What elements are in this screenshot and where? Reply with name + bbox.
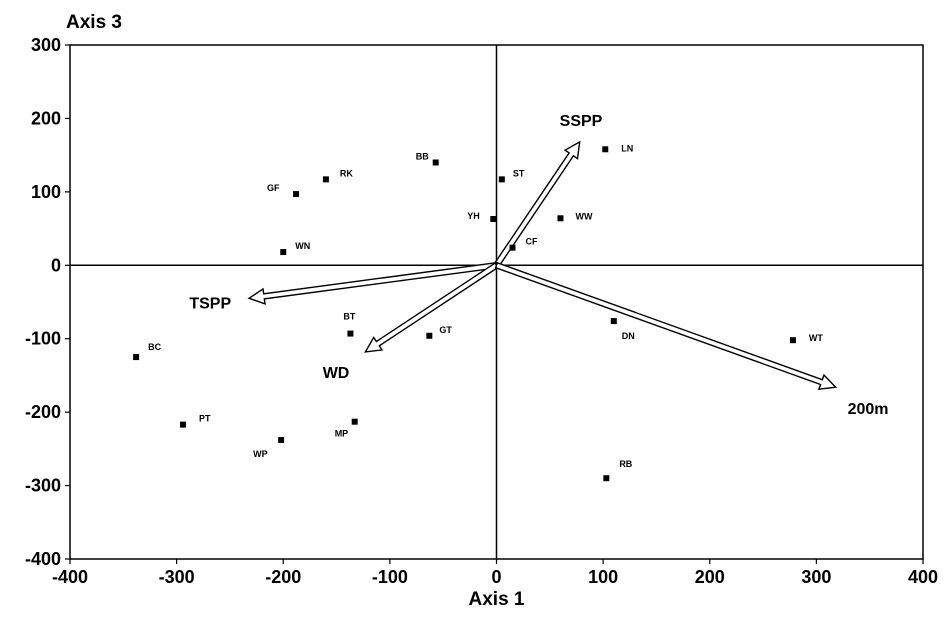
point-rk xyxy=(322,176,329,183)
vectors: SSPP TSPP WD 200m xyxy=(189,113,888,418)
point-wn xyxy=(280,249,287,256)
point-bb xyxy=(432,159,439,166)
point-pt xyxy=(180,421,187,428)
point-label-cf: CF xyxy=(525,237,537,247)
y-tick-label: 300 xyxy=(31,35,61,55)
x-tick-label: -100 xyxy=(372,567,408,587)
vector-label-tspp: TSPP xyxy=(189,295,231,312)
point-label-gt: GT xyxy=(439,325,452,335)
vector-label-sspp: SSPP xyxy=(560,113,603,130)
point-gf xyxy=(293,191,300,198)
vector-arrow-tspp xyxy=(247,261,498,305)
point-bt xyxy=(347,330,354,337)
y-tick-label: 200 xyxy=(31,108,61,128)
y-axis-title: Axis 3 xyxy=(66,12,122,33)
point-label-ln: LN xyxy=(621,143,633,153)
y-tick-label: -200 xyxy=(25,402,61,422)
point-label-mp: MP xyxy=(335,429,349,439)
x-tick-label: 400 xyxy=(908,567,938,587)
point-cf xyxy=(509,244,516,251)
point-st xyxy=(498,176,505,183)
point-label-wp: WP xyxy=(253,449,268,459)
x-tick-label: 300 xyxy=(801,567,831,587)
x-tick-label: -200 xyxy=(265,567,301,587)
x-tick-label: 100 xyxy=(588,567,618,587)
point-bc xyxy=(133,354,140,361)
tick-labels: -400 -300 -200 -100 0 100 200 300 400 -400 -300 -20… xyxy=(25,35,938,587)
point-yh xyxy=(490,216,497,223)
x-tick-label: 200 xyxy=(695,567,725,587)
point-label-ww: WW xyxy=(575,211,592,221)
x-tick-label: -400 xyxy=(52,567,88,587)
point-gt xyxy=(426,332,433,339)
y-tick-label: -300 xyxy=(25,476,61,496)
point-label-bt: BT xyxy=(343,312,355,322)
tick-marks xyxy=(65,44,924,564)
point-label-rb: RB xyxy=(619,459,632,469)
point-label-yh: YH xyxy=(467,211,480,221)
point-label-bb: BB xyxy=(416,151,429,161)
y-tick-label: -400 xyxy=(25,549,61,569)
y-tick-label: -100 xyxy=(25,329,61,349)
x-tick-label: 0 xyxy=(491,567,501,587)
point-label-bc: BC xyxy=(148,342,161,352)
point-ww xyxy=(557,215,564,222)
vector-label-wd: WD xyxy=(323,365,350,382)
point-wt xyxy=(789,337,796,344)
point-label-pt: PT xyxy=(199,414,211,424)
point-label-gf: GF xyxy=(267,183,280,193)
point-label-wt: WT xyxy=(809,333,823,343)
y-tick-label: 0 xyxy=(51,255,61,275)
point-ln xyxy=(602,146,609,153)
x-tick-label: -300 xyxy=(159,567,195,587)
point-label-wn: WN xyxy=(295,241,310,251)
vector-label-200m: 200m xyxy=(848,401,889,418)
point-wp xyxy=(278,437,285,444)
point-mp xyxy=(351,418,358,425)
point-dn xyxy=(610,318,617,325)
point-label-dn: DN xyxy=(622,331,635,341)
y-tick-label: 100 xyxy=(31,182,61,202)
vector-arrow-wd xyxy=(364,262,499,353)
vector-arrow-200m xyxy=(494,261,838,391)
vector-arrow-sspp xyxy=(493,140,581,268)
points: BB LN ST RK GF YH WW CF WN BT GT DN WT BC PT MP WP RB xyxy=(133,143,823,482)
point-rb xyxy=(603,475,610,482)
point-label-rk: RK xyxy=(340,168,353,178)
point-label-st: ST xyxy=(513,168,525,178)
x-axis-title: Axis 1 xyxy=(469,589,525,610)
